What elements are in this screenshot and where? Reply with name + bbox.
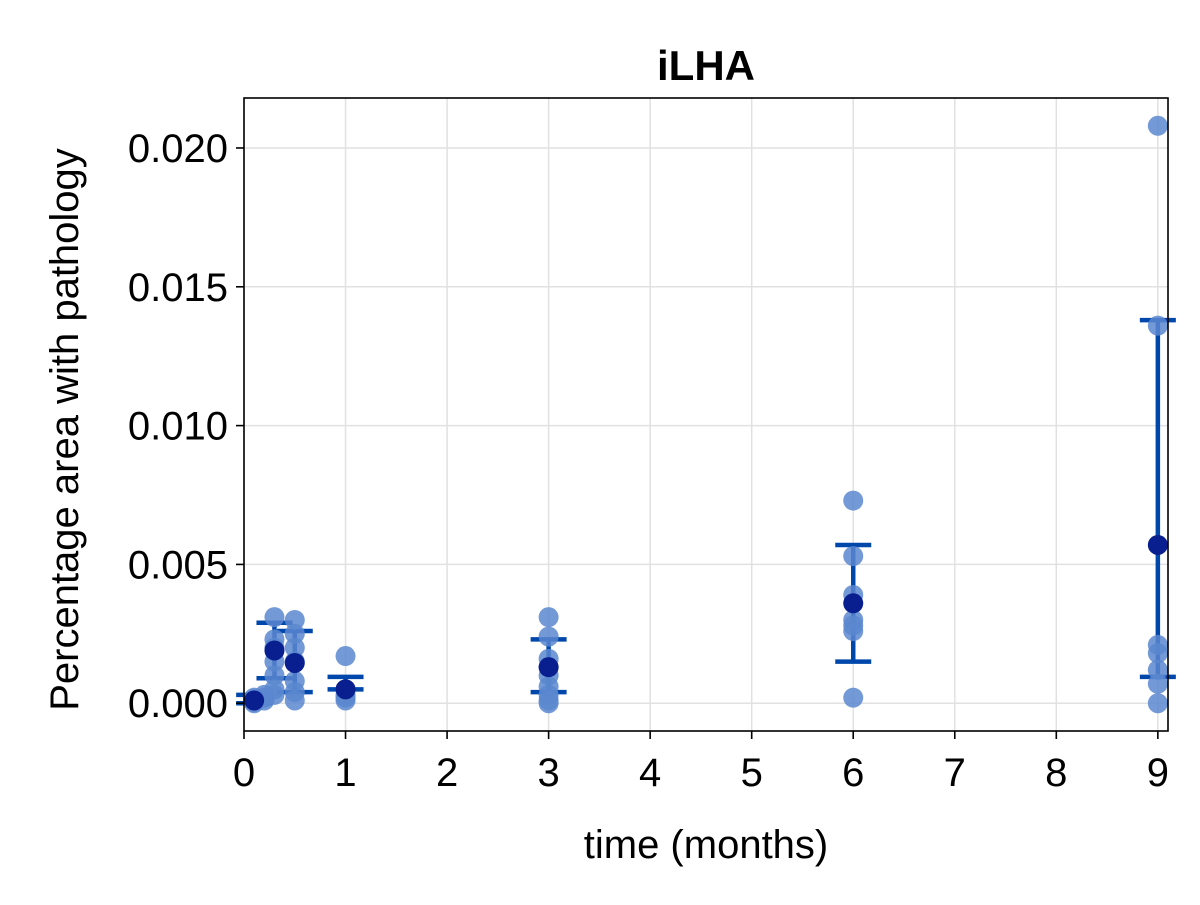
mean-point	[264, 640, 285, 661]
chart-title: iLHA	[657, 42, 755, 89]
plot-frame	[243, 97, 1169, 732]
data-point	[843, 687, 864, 708]
data-point	[264, 665, 285, 686]
x-tick-label: 0	[233, 751, 255, 795]
x-tick-label: 3	[537, 751, 559, 795]
data-point	[1147, 693, 1168, 714]
x-tick-label: 5	[741, 751, 763, 795]
data-point	[1147, 673, 1168, 694]
x-tick-label: 4	[639, 751, 661, 795]
data-point	[284, 690, 305, 711]
data-point	[335, 646, 356, 667]
mean-point	[1147, 534, 1168, 555]
x-tick-label: 6	[842, 751, 864, 795]
mean-point	[335, 679, 356, 700]
x-ticks: 0 1 2 3 4 5 6 7 8 9	[233, 731, 1169, 795]
data-point	[1147, 643, 1168, 664]
data-point	[264, 684, 285, 705]
data-point	[538, 693, 559, 714]
data-point	[284, 637, 305, 658]
x-tick-label: 2	[436, 751, 458, 795]
mean-point	[244, 690, 265, 711]
data-point	[843, 546, 864, 567]
mean-point	[284, 652, 305, 673]
y-tick-label: 0.010	[128, 405, 228, 449]
data-point	[264, 607, 285, 628]
mean-point	[843, 593, 864, 614]
x-axis-label: time (months)	[584, 823, 829, 867]
y-tick-label: 0.005	[128, 543, 228, 587]
x-tick-label: 9	[1147, 751, 1169, 795]
mean-points	[244, 534, 1168, 711]
data-point	[843, 621, 864, 642]
x-tick-label: 1	[334, 751, 356, 795]
y-axis-label: Percentage area with pathology	[43, 148, 87, 711]
y-tick-label: 0.000	[128, 682, 228, 726]
data-point	[1147, 315, 1168, 336]
mean-point	[538, 657, 559, 678]
grid	[243, 98, 1168, 731]
x-tick-label: 8	[1045, 751, 1067, 795]
data-point	[1147, 659, 1168, 680]
y-ticks: 0.000 0.005 0.010 0.015 0.020	[128, 127, 244, 726]
data-points	[244, 115, 1168, 714]
data-point	[538, 607, 559, 628]
y-tick-label: 0.020	[128, 127, 228, 171]
data-point	[843, 490, 864, 511]
y-tick-label: 0.015	[128, 266, 228, 310]
errorbars	[236, 317, 1176, 706]
data-point	[538, 626, 559, 647]
data-point	[284, 623, 305, 644]
data-point	[1147, 115, 1168, 136]
data-point	[284, 609, 305, 630]
x-tick-label: 7	[944, 751, 966, 795]
